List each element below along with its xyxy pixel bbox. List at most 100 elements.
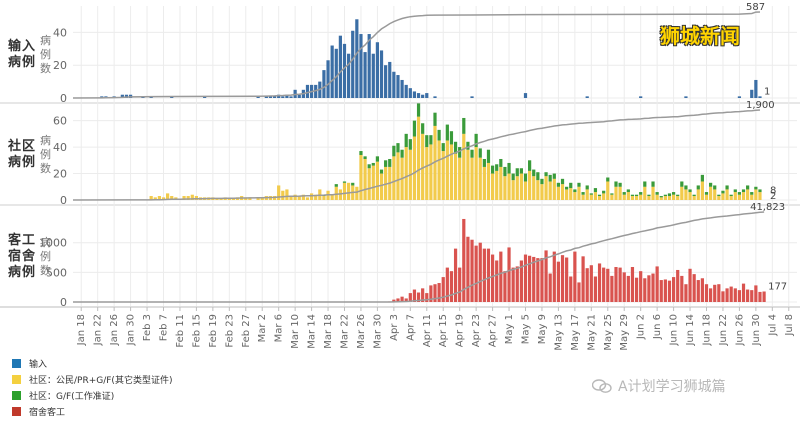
x-tick-label: Jun 18 [702,314,713,347]
bar [544,176,548,200]
bar [655,266,659,302]
bar [754,186,758,190]
bar [704,194,709,200]
bar [737,290,742,302]
x-tick-label: Apr 27 [488,314,499,347]
y-tick-label: 40 [53,141,67,154]
bar [379,169,384,174]
bar [519,260,523,302]
bar [663,279,667,302]
bar [466,236,470,302]
x-tick-label: May 9 [537,314,548,344]
bar [277,94,281,98]
legend-swatch [12,358,21,368]
bar [462,117,466,134]
bar [342,182,347,200]
bar [754,285,758,302]
bar [396,152,400,200]
bar [585,185,589,190]
bar [519,173,523,200]
x-tick-label: Feb 3 [142,314,153,341]
y-axis-label-char: 例 [40,249,51,263]
cumulative-line [72,109,761,201]
bar [709,186,713,200]
bar [499,166,503,200]
bar [593,188,598,193]
bar [523,181,528,200]
bar [334,186,338,200]
bar [334,184,338,187]
bar [478,148,482,158]
bar [153,197,157,200]
bar [458,147,462,158]
bar [474,133,478,148]
bar [466,141,470,150]
bar [622,272,626,302]
bar [309,193,314,200]
chart-legend: 输入 社区：公民/PR+G/F(其它类型证件) 社区：G/F(工作准证) 宿舍客工 [12,355,172,419]
panel-title-char: 社 [7,138,21,154]
last-value-label: 8 [770,185,776,196]
bar [610,193,614,195]
panel-title-char: 舍 [22,248,36,264]
bar [597,196,602,200]
bar [421,123,425,134]
x-tick-label: Feb 27 [241,314,252,348]
bar [396,143,400,153]
bar [478,157,482,200]
bar [289,196,293,200]
bar [511,267,515,302]
bar [495,260,499,302]
bar [618,186,622,200]
bar [589,194,593,200]
y-tick-label: 0 [60,92,67,105]
bar [532,176,536,200]
bar [375,42,380,98]
x-tick-label: Jun 26 [734,314,745,347]
bar [750,89,754,98]
bar [379,173,384,200]
bar [490,173,495,200]
bar [565,189,569,200]
bar [314,84,318,98]
x-tick-label: May 29 [619,314,630,351]
bar [696,189,700,200]
bar [445,124,449,141]
bar [285,189,289,200]
bar [589,193,593,195]
bar [709,288,713,302]
x-tick-label: Jan 26 [109,314,120,346]
bar [511,180,515,200]
x-tick-label: Mar 2 [257,314,268,342]
bar [556,186,561,200]
bar [651,186,655,200]
bar [363,158,367,200]
x-tick-label: Jun 30 [751,314,762,347]
bar [486,248,491,302]
bar [709,182,713,187]
bar [404,133,408,148]
x-tick-label: May 21 [586,314,597,351]
bar [338,189,342,200]
bar [482,166,486,200]
x-tick-label: Apr 23 [471,314,482,347]
bar [503,271,507,302]
panel-title-char: 例 [22,154,35,170]
x-tick-label: Mar 14 [307,314,318,349]
bar [322,196,326,200]
bar [610,194,614,200]
y-axis-label-char: 病 [40,235,51,249]
bar [482,248,486,302]
bar [532,256,536,302]
bar [470,157,474,200]
bar [663,194,667,197]
bar [758,291,762,302]
bar [647,194,651,197]
bar [577,186,581,200]
bar [519,168,523,174]
bar [515,266,519,302]
bar [659,280,663,302]
bar [367,168,371,200]
x-tick-label: Feb 15 [191,314,202,348]
